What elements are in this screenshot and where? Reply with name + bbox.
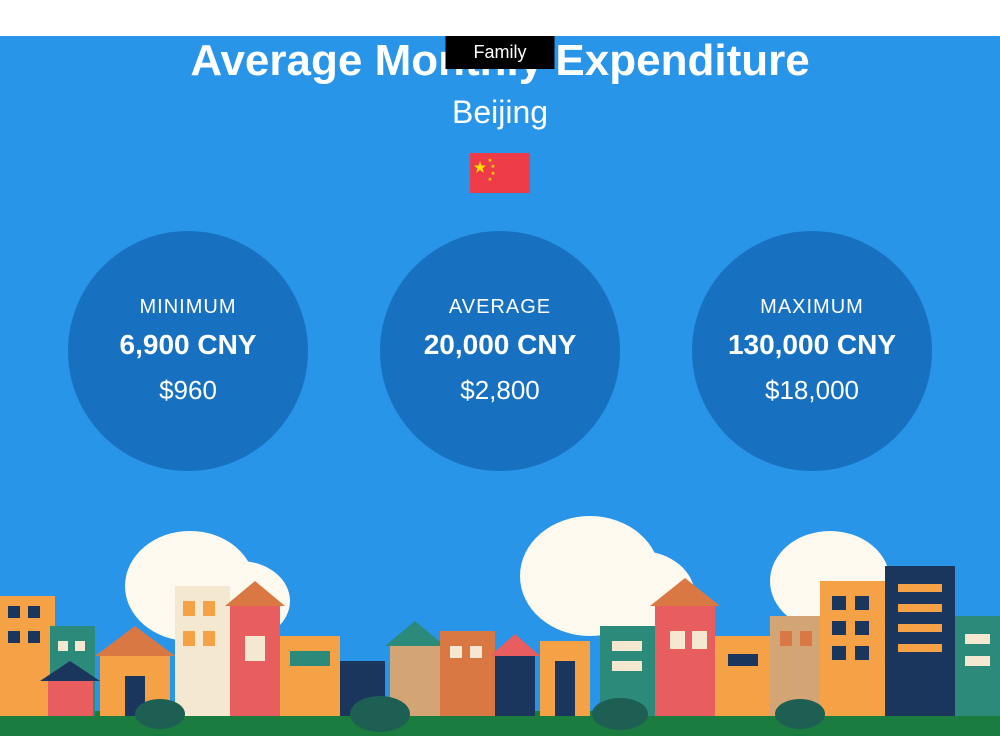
stat-value: 130,000 CNY (728, 329, 896, 361)
stat-label: MAXIMUM (760, 296, 864, 319)
stat-circle-maximum: MAXIMUM 130,000 CNY $18,000 (692, 231, 932, 471)
stat-usd: $18,000 (765, 375, 859, 406)
stat-circle-minimum: MINIMUM 6,900 CNY $960 (68, 231, 308, 471)
city-illustration (0, 506, 1000, 736)
city-subtitle: Beijing (0, 94, 1000, 131)
stat-label: AVERAGE (449, 296, 551, 319)
stat-usd: $960 (159, 375, 217, 406)
stat-label: MINIMUM (140, 296, 237, 319)
stat-value: 6,900 CNY (120, 329, 257, 361)
stat-usd: $2,800 (460, 375, 540, 406)
category-badge: Family (446, 36, 555, 69)
stats-row: MINIMUM 6,900 CNY $960 AVERAGE 20,000 CN… (0, 231, 1000, 471)
stat-circle-average: AVERAGE 20,000 CNY $2,800 (380, 231, 620, 471)
stat-value: 20,000 CNY (424, 329, 577, 361)
country-flag-icon (470, 153, 530, 193)
